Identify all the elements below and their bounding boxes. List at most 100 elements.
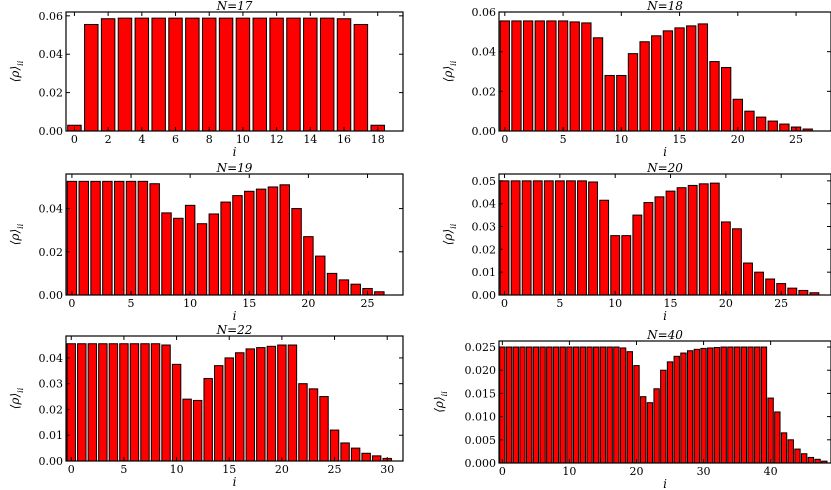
bar bbox=[546, 346, 553, 464]
bar bbox=[350, 283, 361, 296]
bar bbox=[577, 180, 587, 296]
x-tick-label: 15 bbox=[242, 297, 256, 310]
bar bbox=[287, 344, 298, 462]
bar bbox=[720, 346, 727, 464]
x-tick-label: 12 bbox=[270, 133, 284, 146]
bar bbox=[569, 21, 580, 132]
x-axis-label: i bbox=[233, 145, 237, 159]
bar bbox=[779, 123, 790, 132]
bar bbox=[218, 17, 234, 132]
y-tick-label: 0.02 bbox=[39, 403, 64, 416]
bar bbox=[319, 17, 335, 132]
bar bbox=[77, 343, 87, 462]
bar bbox=[727, 346, 734, 464]
y-axis-label: ⟨ρ⟩ii bbox=[8, 60, 25, 82]
bar bbox=[277, 344, 287, 462]
plot-frame bbox=[498, 11, 831, 132]
bar bbox=[765, 278, 776, 296]
chart-panel-3: 0 5 10 15 20 25 0.00 0.02 0.04 N=19 i ⟨ρ⟩ii bbox=[8, 161, 404, 323]
y-tick-label: 0.01 bbox=[39, 429, 64, 442]
bar bbox=[350, 447, 361, 462]
bar bbox=[208, 213, 220, 296]
bar bbox=[269, 17, 284, 132]
bar bbox=[774, 411, 781, 464]
bar bbox=[361, 452, 371, 462]
bar bbox=[660, 369, 667, 464]
x-tick-label: 0 bbox=[68, 297, 75, 310]
bar bbox=[499, 346, 506, 464]
y-axis-label: ⟨ρ⟩ii bbox=[432, 391, 449, 413]
x-tick-label: 6 bbox=[172, 133, 179, 146]
bar bbox=[150, 343, 161, 462]
x-tick-label: 30 bbox=[380, 463, 394, 476]
plot-frame bbox=[65, 11, 404, 132]
x-tick-label: 5 bbox=[128, 297, 135, 310]
bar bbox=[125, 180, 137, 296]
bar bbox=[697, 23, 709, 132]
bar bbox=[713, 346, 721, 464]
y-axis-label: ⟨ρ⟩ii bbox=[441, 223, 458, 245]
y-axis-label-main: ⟨ρ⟩ bbox=[8, 229, 22, 245]
chart-title: N=19 bbox=[216, 161, 253, 175]
bar bbox=[184, 204, 196, 296]
x-tick-label: 30 bbox=[697, 465, 711, 478]
y-axis-label-main: ⟨ρ⟩ bbox=[441, 66, 455, 82]
x-tick-label: 4 bbox=[138, 133, 145, 146]
bar bbox=[581, 22, 592, 132]
bar bbox=[747, 346, 754, 464]
bar bbox=[66, 180, 78, 296]
bar bbox=[767, 120, 778, 132]
x-tick-label: 10 bbox=[170, 463, 184, 476]
bar bbox=[732, 98, 743, 132]
bar bbox=[161, 344, 171, 462]
y-axis-label-subscript: ii bbox=[16, 223, 25, 229]
bar bbox=[807, 456, 815, 464]
bar bbox=[303, 17, 318, 132]
y-axis-label: ⟨ρ⟩ii bbox=[441, 60, 458, 82]
y-axis-label-subscript: ii bbox=[16, 60, 25, 66]
bar bbox=[707, 347, 714, 464]
chart-title: N=22 bbox=[216, 323, 253, 337]
x-tick-label: 0 bbox=[68, 463, 75, 476]
bar bbox=[666, 361, 674, 464]
y-tick-label: 0.02 bbox=[39, 246, 64, 259]
y-tick-label: 0.010 bbox=[465, 411, 497, 424]
bar bbox=[151, 17, 166, 132]
y-axis-label-subscript: ii bbox=[449, 60, 458, 66]
bar bbox=[102, 180, 113, 296]
bar bbox=[604, 74, 615, 132]
x-tick-label: 20 bbox=[629, 465, 643, 478]
bar bbox=[592, 37, 604, 132]
plot-frame bbox=[498, 173, 831, 296]
bar bbox=[599, 346, 607, 464]
bar bbox=[519, 346, 526, 464]
x-tick-label: 14 bbox=[303, 133, 317, 146]
bar bbox=[676, 187, 687, 296]
bar bbox=[709, 182, 720, 296]
bar bbox=[224, 357, 234, 462]
bar bbox=[686, 25, 697, 132]
x-tick-label: 25 bbox=[328, 463, 342, 476]
bar bbox=[632, 214, 643, 296]
bar bbox=[643, 202, 654, 296]
y-tick-label: 0.05 bbox=[472, 175, 497, 188]
bar bbox=[329, 429, 340, 462]
x-tick-label: 16 bbox=[337, 133, 351, 146]
bar bbox=[586, 346, 593, 464]
y-tick-label: 0.04 bbox=[472, 46, 497, 59]
x-tick-label: 15 bbox=[664, 297, 678, 310]
bar bbox=[787, 287, 798, 296]
bar bbox=[767, 397, 774, 464]
bar bbox=[338, 279, 350, 296]
y-axis-label-subscript: ii bbox=[449, 223, 458, 229]
bar bbox=[512, 346, 519, 464]
bar bbox=[526, 346, 533, 464]
y-tick-label: 0.06 bbox=[39, 10, 64, 23]
chart-title: N=40 bbox=[646, 328, 683, 342]
bar bbox=[619, 347, 627, 464]
x-tick-label: 20 bbox=[731, 133, 745, 146]
bar bbox=[499, 20, 510, 132]
x-tick-label: 0 bbox=[501, 297, 508, 310]
bar bbox=[673, 355, 680, 464]
